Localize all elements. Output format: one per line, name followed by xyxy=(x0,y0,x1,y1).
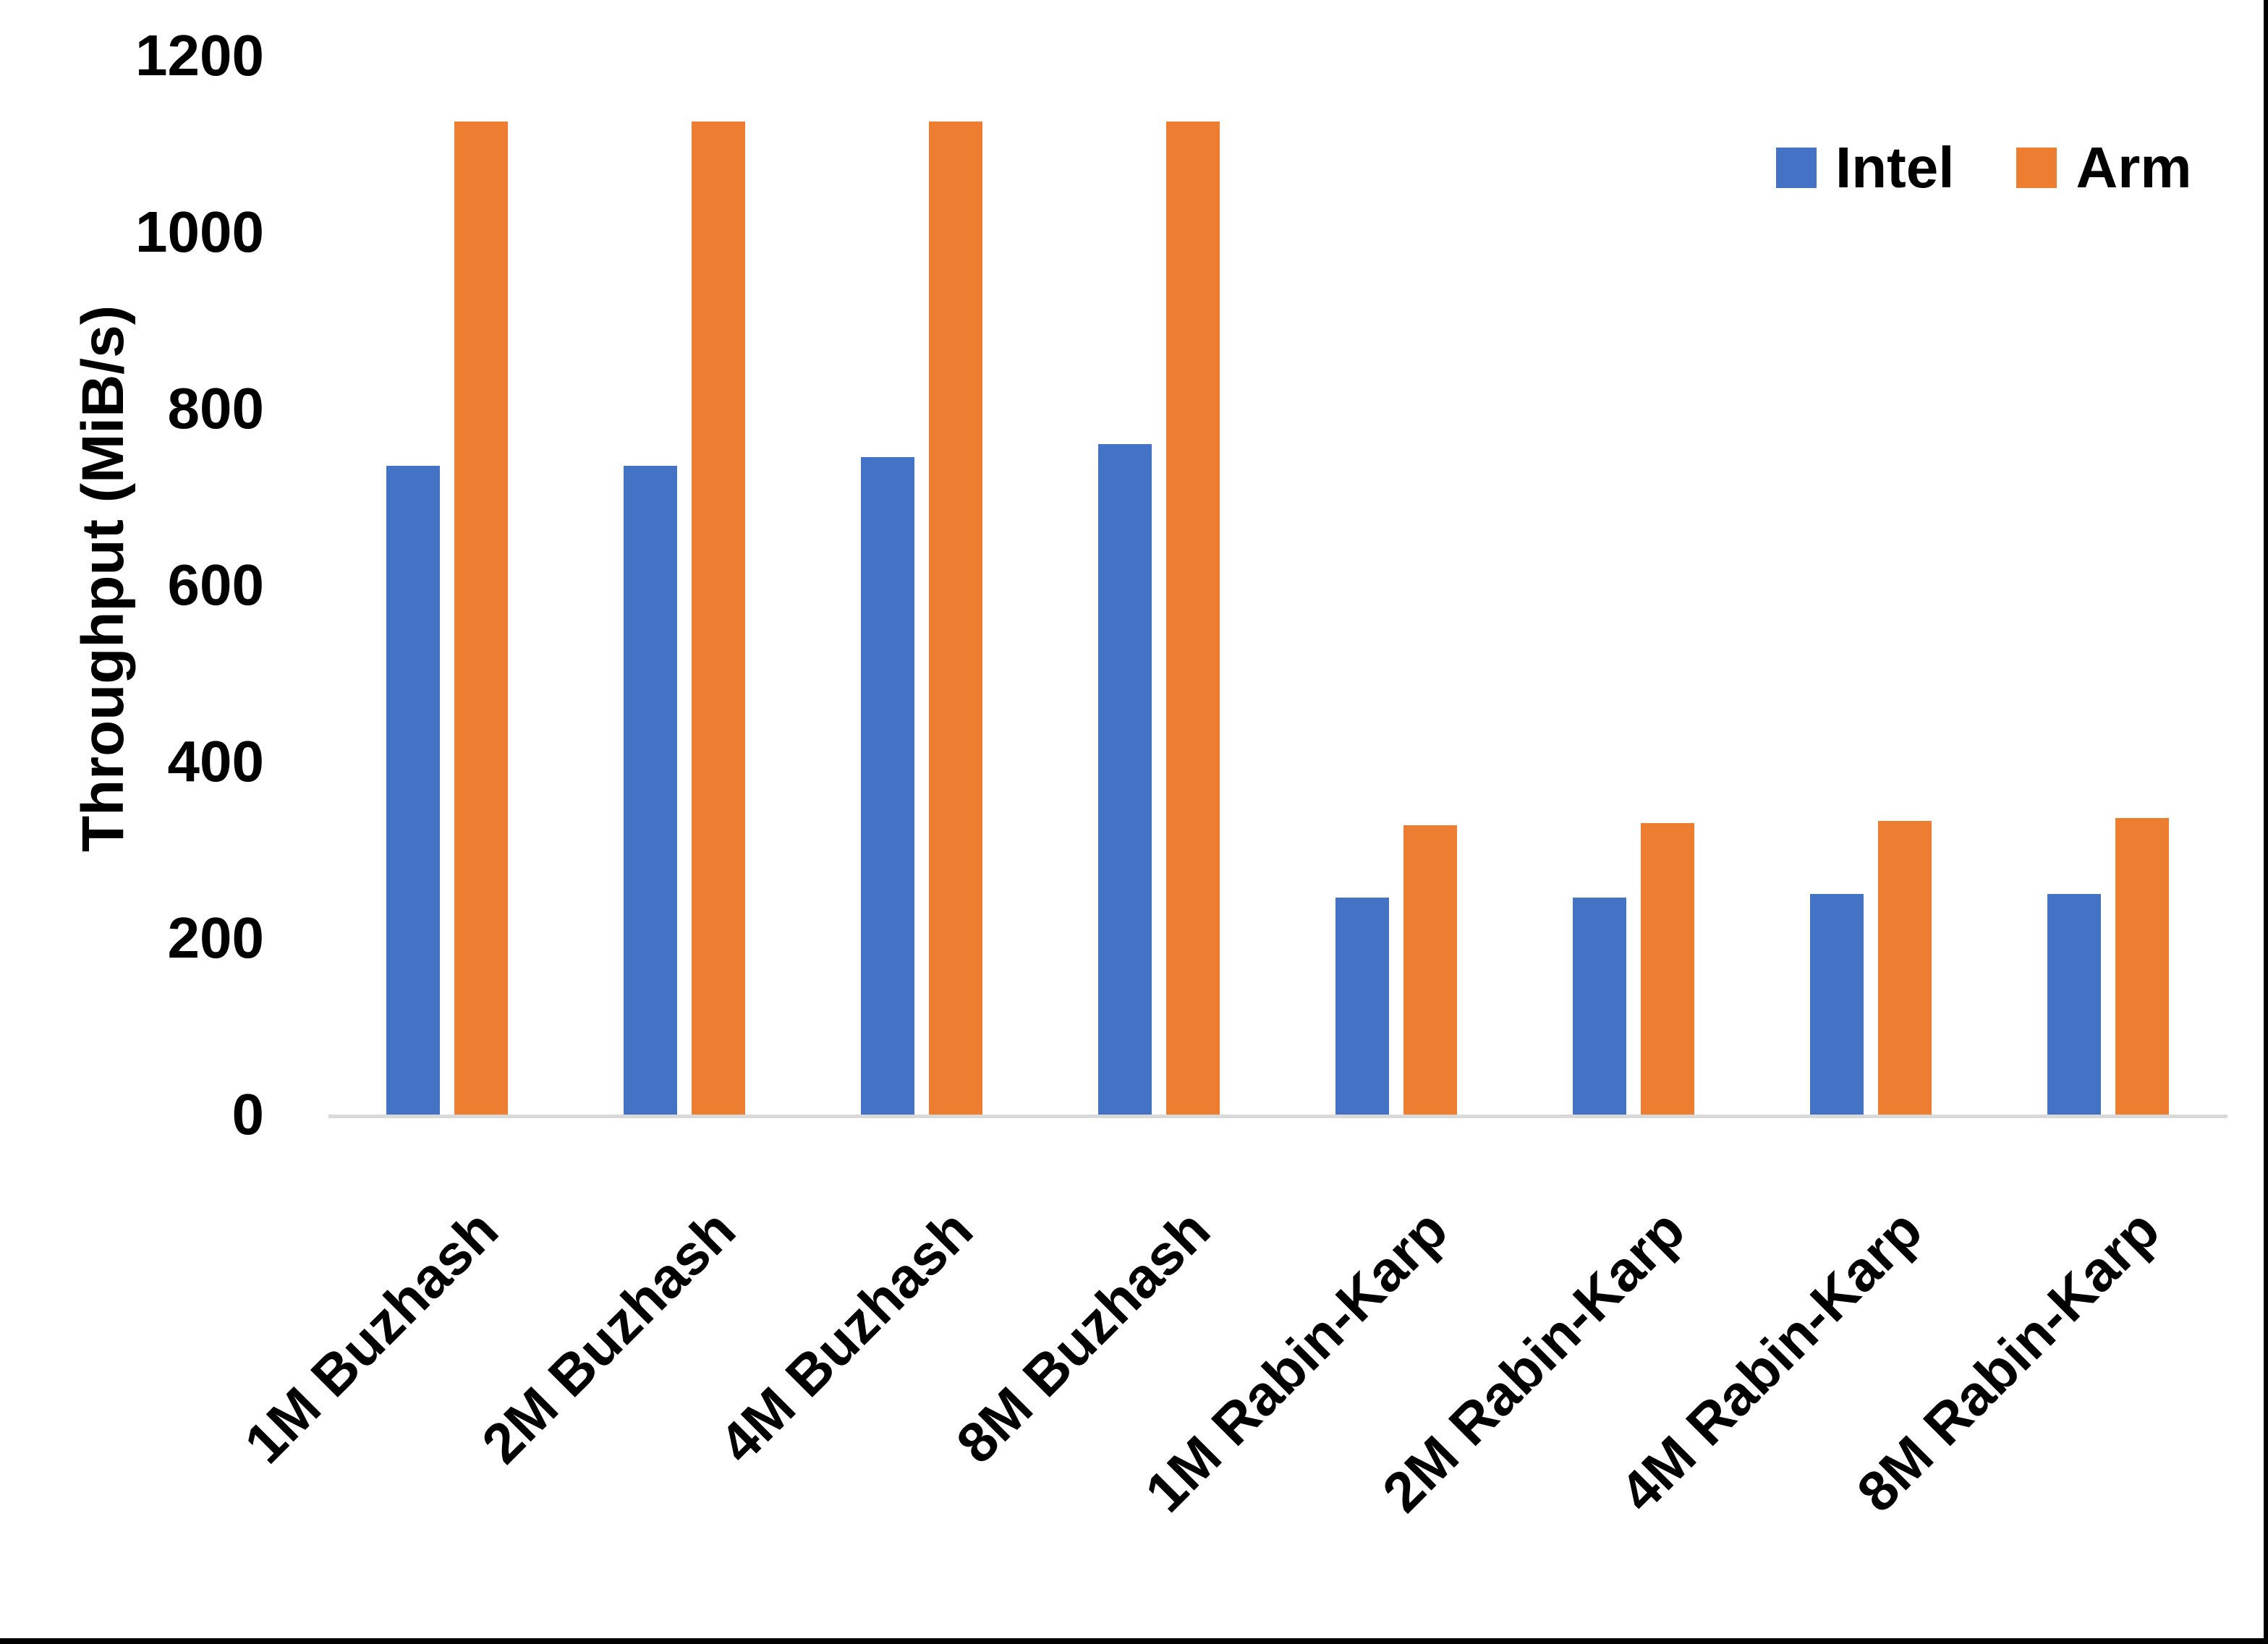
legend-label-arm: Arm xyxy=(2076,135,2192,200)
y-tick-label-800: 800 xyxy=(167,376,264,440)
legend-swatch-intel xyxy=(1776,148,1817,188)
window-border-right xyxy=(2264,0,2268,1644)
legend-swatch-arm xyxy=(2016,148,2057,188)
bar-intel-8m-rabin-karp[interactable] xyxy=(2047,894,2101,1115)
bar-intel-2m-buzhash[interactable] xyxy=(623,466,677,1115)
y-tick-label-1200: 1200 xyxy=(135,23,264,88)
legend: Intel Arm xyxy=(1776,132,2192,204)
y-tick-label-600: 600 xyxy=(167,553,264,617)
bar-intel-1m-rabin-karp[interactable] xyxy=(1335,898,1389,1115)
window-border-bottom xyxy=(0,1638,2268,1644)
bar-arm-2m-buzhash[interactable] xyxy=(691,122,745,1115)
bar-arm-1m-buzhash[interactable] xyxy=(454,122,508,1115)
bar-intel-2m-rabin-karp[interactable] xyxy=(1572,898,1626,1115)
legend-item-arm[interactable]: Arm xyxy=(2016,135,2192,201)
legend-item-intel[interactable]: Intel xyxy=(1776,135,1954,201)
bar-arm-4m-rabin-karp[interactable] xyxy=(1877,821,1932,1115)
x-category-label-1m-buzhash: 1M Buzhash xyxy=(232,1197,511,1475)
bar-arm-4m-buzhash[interactable] xyxy=(928,122,982,1115)
bar-arm-8m-rabin-karp[interactable] xyxy=(2115,818,2169,1115)
bar-intel-8m-buzhash[interactable] xyxy=(1097,444,1152,1115)
y-tick-label-0: 0 xyxy=(232,1082,265,1146)
y-tick-label-400: 400 xyxy=(167,729,264,793)
bar-arm-8m-buzhash[interactable] xyxy=(1165,122,1220,1115)
x-category-label-4m-buzhash: 4M Buzhash xyxy=(707,1197,985,1475)
bar-intel-4m-rabin-karp[interactable] xyxy=(1809,894,1864,1115)
bar-arm-2m-rabin-karp[interactable] xyxy=(1640,823,1694,1115)
x-axis-line xyxy=(328,1115,2227,1118)
bar-intel-1m-buzhash[interactable] xyxy=(386,466,440,1115)
x-category-label-2m-buzhash: 2M Buzhash xyxy=(470,1197,748,1475)
legend-label-intel: Intel xyxy=(1835,135,1955,200)
bar-intel-4m-buzhash[interactable] xyxy=(860,457,914,1115)
y-tick-label-200: 200 xyxy=(167,906,264,970)
y-tick-label-1000: 1000 xyxy=(135,200,264,264)
bar-arm-1m-rabin-karp[interactable] xyxy=(1403,825,1457,1115)
